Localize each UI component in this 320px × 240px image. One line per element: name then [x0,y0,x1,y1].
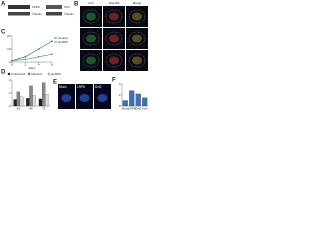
cell [82,31,100,46]
blot-band [8,12,30,16]
blot-label: Tubulin [32,12,42,16]
cell [105,53,123,68]
image-label: Mock [59,85,67,89]
x-tick-label: Dvl2 [135,106,141,110]
blot-band [8,5,30,9]
cell [128,9,146,24]
blot-band [46,5,62,9]
panel-label: F [112,78,116,84]
bar [32,95,36,107]
panel-label: D [1,70,6,76]
bar [129,90,135,107]
image-row: Mock LRP6 Dvl2 [58,84,111,109]
bar [19,96,24,107]
signal [97,94,108,102]
legend-swatch [47,72,51,76]
point [37,48,40,50]
panel-label: B [74,2,79,8]
legend-label: Infected [31,72,42,76]
y-tick-label: 2 [9,91,11,95]
x-tick-label: 6 [51,62,53,66]
legend-label: siLRP6 [51,72,61,76]
signal [86,34,96,43]
legend-label: Uninfected [11,72,26,76]
signal [61,94,72,102]
x-tick-label: Mock [122,106,130,110]
y-tick-label: 4 [9,78,11,82]
cell [82,53,100,68]
blot-label: Tcf4 [64,5,70,9]
cell [105,9,123,24]
x-axis-label: Days [29,66,36,70]
x-tick-label: 4 [38,62,40,66]
y-tick-label: 2 [119,93,121,97]
signal [109,12,119,21]
x-tick-label: 2 [24,62,26,66]
bar [135,93,141,107]
x-tick-label: 48 [29,106,33,110]
panel-label: A [1,2,6,8]
point [37,56,40,58]
point [51,40,53,42]
signal [86,56,96,65]
blot-label: Tubulin [64,12,74,16]
legend-label: siLRP6 [58,40,68,44]
panel-label: C [1,30,6,36]
y-tick-label: 0 [119,104,121,108]
x-tick-label: 24 [17,106,21,110]
bar [142,97,148,107]
column-header: Merge [133,1,142,5]
column-header: p24 [88,1,93,5]
point [24,58,27,61]
cell [128,31,146,46]
legend-label: Control [58,36,68,40]
bar [41,82,46,107]
y-tick-label: 0 [9,104,11,108]
cell [82,9,100,24]
bar [26,98,30,107]
bar [13,99,17,107]
bar [16,91,21,107]
legend-swatch [7,72,11,76]
image-label: Dvl2 [95,85,102,89]
y-tick-label: 20 [7,34,11,38]
signal [109,34,119,43]
point [51,53,53,55]
signal [109,56,119,65]
blot-band [46,12,62,16]
signal [132,34,142,43]
x-tick-label: LRP6 [128,106,136,110]
image-label: LRP6 [77,85,85,89]
point [11,59,13,62]
signal [132,12,142,21]
x-tick-label: Axin [142,106,148,110]
page: {"panel_labels": ["A", "B", "C", "D", "E… [0,0,320,114]
bar [29,85,33,107]
column-header: Nup153 [109,1,120,5]
signal [79,94,90,102]
bar [38,98,43,107]
bar [122,100,128,107]
point [24,56,27,58]
legend-swatch [27,72,31,76]
cell [128,53,146,68]
blot-label: LRP6 [32,5,40,9]
y-tick-label: 0 [9,60,11,64]
x-tick-label: 72 [42,106,46,110]
signal [86,12,96,21]
y-tick-label: 10 [7,47,11,51]
figure: LRP6 Tubulin Tcf4 Tubulin p24 Nup153 Merge… [1,1,148,110]
panel-label: E [53,80,57,86]
microscopy-grid: p24 Nup153 Merge [80,1,148,71]
y-tick-label: 4 [119,82,121,86]
x-tick-label: 0 [11,62,13,66]
signal [132,56,142,65]
line [11,53,53,61]
line [11,40,53,61]
bar [45,94,49,107]
cell [105,31,123,46]
